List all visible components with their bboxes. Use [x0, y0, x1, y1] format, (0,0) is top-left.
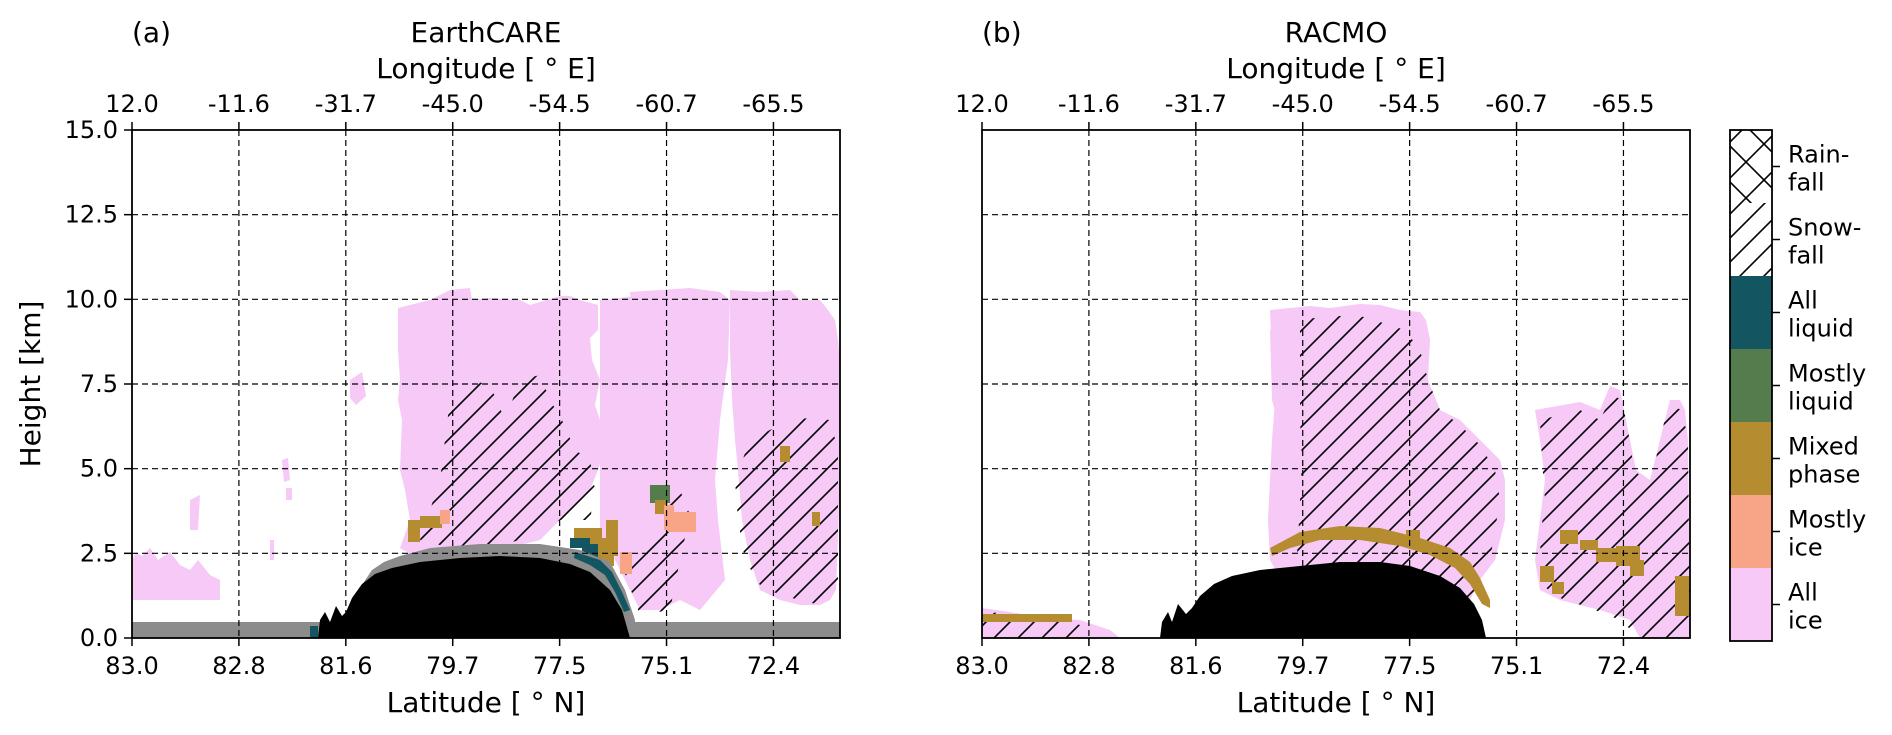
panel-a-y-tick-label: 12.5 — [65, 201, 118, 229]
panel-a-title: EarthCARE — [411, 16, 562, 49]
panel-b-title: RACMO — [1285, 16, 1388, 49]
panel-a — [132, 288, 840, 638]
panel-a-label: (a) — [132, 16, 171, 49]
panel-b-frame — [981, 129, 1691, 639]
panel-b-label: (b) — [982, 16, 1022, 49]
panel-a-y-tick-label: 15.0 — [65, 116, 118, 144]
panel-b-plot-area — [982, 304, 1690, 638]
legend-pattern — [1730, 130, 1772, 203]
legend-swatch — [1730, 568, 1772, 641]
panel-a-x-tick-label: 83.0 — [105, 652, 158, 680]
legend-pattern — [1730, 203, 1772, 276]
panel-b-x-tick-label: 81.6 — [1169, 652, 1222, 680]
panel-b-top-tick-label: -60.7 — [1485, 90, 1547, 118]
panel-b-top-tick-label: -45.0 — [1272, 90, 1334, 118]
panel-a-top-tick-label: 12.0 — [105, 90, 158, 118]
panel-b-x-tick-label: 75.1 — [1490, 652, 1543, 680]
panel-a-top-tick-label: -60.7 — [635, 90, 697, 118]
legend-label: Rain- — [1788, 141, 1849, 169]
panel-a-y-tick-label: 5.0 — [80, 455, 118, 483]
legend-label: All — [1788, 287, 1818, 315]
panel-a-y-tick-label: 2.5 — [80, 539, 118, 567]
panel-a-x-tick-label: 77.5 — [533, 652, 586, 680]
panel-b-top-tick-label: -54.5 — [1379, 90, 1441, 118]
panel-a-y-tick-label: 7.5 — [80, 370, 118, 398]
panel-b-x-tick-label: 72.4 — [1597, 652, 1650, 680]
panel-b — [982, 304, 1690, 638]
legend-label: Mostly — [1788, 360, 1866, 388]
panel-b-top-tick-label: 12.0 — [955, 90, 1008, 118]
panel-a-x-tick-label: 79.7 — [426, 652, 479, 680]
legend-label: ice — [1788, 607, 1823, 635]
panel-b-top-tick-label: -11.6 — [1058, 90, 1120, 118]
panel-b-x-tick-label: 83.0 — [955, 652, 1008, 680]
panel-a-x-tick-label: 81.6 — [319, 652, 372, 680]
panel-b-x-tick-label: 77.5 — [1383, 652, 1436, 680]
legend-item: Rain-fall — [1730, 130, 1849, 203]
legend-label: Mostly — [1788, 506, 1866, 534]
panel-a-frame — [131, 129, 841, 639]
panel-b-top-axis-label: Longitude [ ° E] — [1226, 52, 1446, 85]
panel-b-top-tick-label: -31.7 — [1165, 90, 1227, 118]
legend-item: Snow-fall — [1730, 203, 1861, 276]
axes-layer: 83.0 12.0 82.8 -11.6 81.6 -31.7 79.7 -45.0 77.5 -… — [65, 90, 1691, 680]
panel-a-top-tick-label: -31.7 — [315, 90, 377, 118]
legend-label: Snow- — [1788, 214, 1861, 242]
panel-a-x-tick-label: 72.4 — [747, 652, 800, 680]
panel-a-liquid-rim — [574, 552, 630, 612]
panel-a-top-tick-label: -54.5 — [529, 90, 591, 118]
legend-swatch — [1730, 495, 1772, 568]
legend-label: phase — [1788, 461, 1860, 489]
panel-a-y-tick-label: 0.0 — [80, 624, 118, 652]
panel-a-top-axis-label: Longitude [ ° E] — [376, 52, 596, 85]
panel-b-x-axis-label: Latitude [ ° N] — [1237, 686, 1436, 719]
panel-a-top-tick-label: -45.0 — [422, 90, 484, 118]
panel-a-snowfall-region — [420, 375, 838, 615]
legend-label: All — [1788, 579, 1818, 607]
panel-a-surface-topography — [318, 556, 630, 638]
panel-b-x-tick-label: 79.7 — [1276, 652, 1329, 680]
panel-a-y-axis-label: Height [km] — [14, 301, 47, 468]
legend-label: fall — [1788, 169, 1825, 197]
panel-a-mixed-phase — [408, 446, 820, 574]
legend-swatch — [1730, 422, 1772, 495]
panel-b-surface-topography — [1160, 562, 1486, 638]
panel-a-top-tick-label: -65.5 — [742, 90, 804, 118]
legend-frame — [1729, 129, 1773, 642]
panel-b-mixed-phase — [982, 526, 1689, 622]
phase-legend: Rain-fallSnow-fallAllliquidMostlyliquidM… — [1729, 129, 1866, 642]
panel-b-x-tick-label: 82.8 — [1062, 652, 1115, 680]
panel-a-x-axis-label: Latitude [ ° N] — [387, 686, 586, 719]
legend-label: liquid — [1788, 315, 1854, 343]
panel-a-x-tick-label: 82.8 — [212, 652, 265, 680]
panel-b-top-tick-label: -65.5 — [1592, 90, 1654, 118]
legend-label: ice — [1788, 534, 1823, 562]
panel-a-top-tick-label: -11.6 — [208, 90, 270, 118]
panel-a-plot-area — [132, 288, 840, 638]
panel-a-y-tick-label: 10.0 — [65, 285, 118, 313]
legend-label: fall — [1788, 242, 1825, 270]
legend-label: liquid — [1788, 388, 1854, 416]
legend-label: Mixed — [1788, 433, 1859, 461]
legend-swatch — [1730, 276, 1772, 349]
panel-a-liquid-patch — [310, 626, 318, 638]
panel-a-x-tick-label: 75.1 — [640, 652, 693, 680]
legend-swatch — [1730, 349, 1772, 422]
